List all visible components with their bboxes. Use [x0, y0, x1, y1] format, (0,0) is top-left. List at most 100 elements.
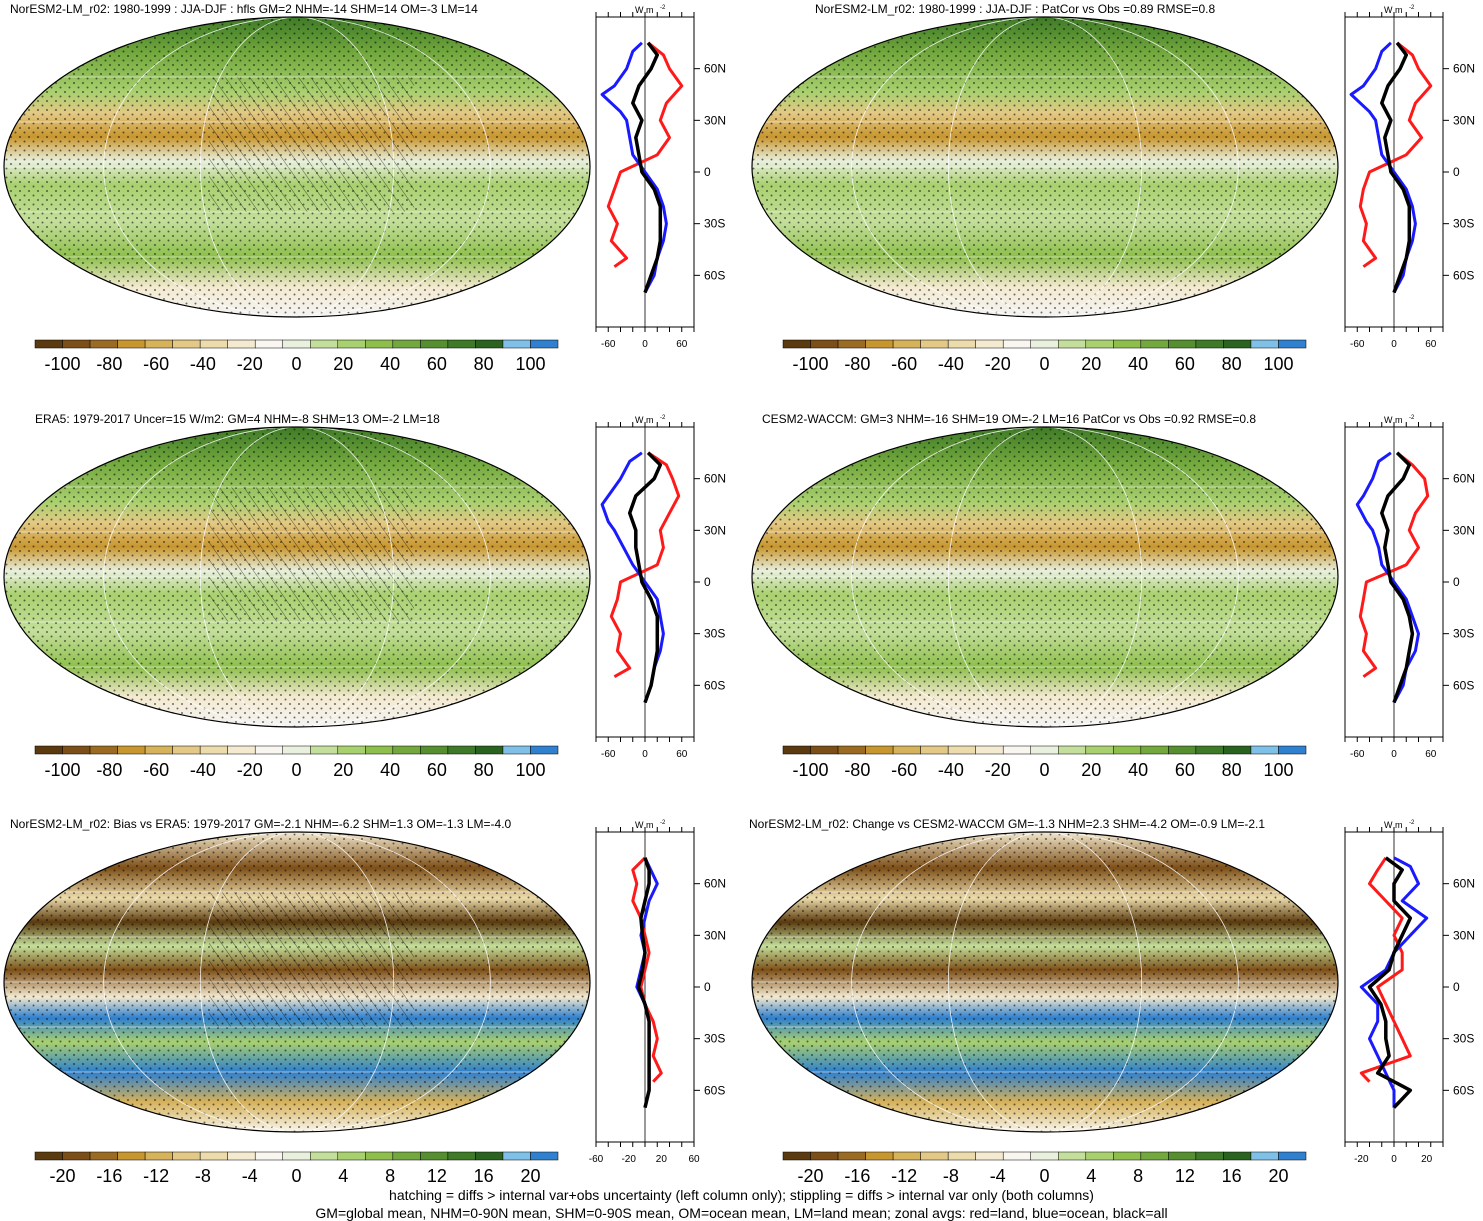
colorbar-tick-label: -20: [50, 1166, 76, 1186]
lat-tick-label: 60S: [704, 268, 725, 282]
unit-exponent: -2: [660, 415, 666, 421]
colorbar-swatch: [1058, 1151, 1087, 1161]
footer-note-means: GM=global mean, NHM=0-90N mean, SHM=0-90…: [315, 1205, 1168, 1221]
colorbar-tick-label: -100: [45, 354, 81, 374]
lat-tick-label: 30S: [704, 1032, 725, 1046]
colorbar-tick-label: 80: [1222, 760, 1242, 780]
footer-note-hatching: hatching = diffs > internal var+obs unce…: [389, 1187, 1094, 1203]
colorbar-swatch: [502, 339, 531, 349]
colorbar-swatch: [475, 1151, 504, 1161]
colorbar-swatch: [172, 1151, 201, 1161]
colorbar-swatch: [975, 1151, 1004, 1161]
colorbar-swatch: [530, 1151, 559, 1161]
zonal-line-land: [1359, 856, 1412, 1083]
colorbar-tick-label: -12: [143, 1166, 169, 1186]
colorbar-swatch: [1058, 745, 1087, 755]
colorbar-tick-label: -12: [891, 1166, 917, 1186]
zonal-mean-plot-5: W m -2 60N 30N 0 30S 60S -60 -20 20 60: [589, 820, 726, 1165]
colorbar-swatch: [420, 745, 449, 755]
colorbar-swatch: [920, 1151, 949, 1161]
colorbar-tick-label: 80: [1222, 354, 1242, 374]
colorbar-tick-label: -80: [844, 760, 870, 780]
colorbar-tick-label: 20: [1268, 1166, 1288, 1186]
colorbar-swatch: [1195, 1151, 1224, 1161]
colorbar-swatch: [337, 339, 366, 349]
unit-exponent: -2: [1409, 820, 1415, 826]
colorbar-swatch: [89, 1151, 118, 1161]
colorbar-swatch: [447, 339, 476, 349]
unit-label: W m: [1384, 5, 1403, 15]
zonal-line-all: [631, 41, 663, 294]
colorbar-swatch: [144, 1151, 173, 1161]
colorbar-tick-label: 0: [291, 354, 301, 374]
colorbar-tick-label: 40: [1128, 354, 1148, 374]
colorbar-swatch: [1058, 339, 1087, 349]
colorbar-swatch: [172, 339, 201, 349]
panel-title-3: ERA5: 1979-2017 Uncer=15 W/m2: GM=4 NHM=…: [35, 412, 440, 426]
colorbar-swatch: [392, 745, 421, 755]
colorbar-swatch: [810, 1151, 839, 1161]
unit-label: W m: [1384, 820, 1403, 830]
colorbar-swatch: [392, 339, 421, 349]
colorbar-swatch: [1168, 745, 1197, 755]
colorbar-swatch: [227, 745, 256, 755]
zonal-line-land: [1358, 451, 1430, 678]
colorbar-tick-label: -16: [96, 1166, 122, 1186]
zonal-line-all: [636, 857, 651, 1109]
colorbar-tick-label: 80: [474, 760, 494, 780]
zonal-line-all: [627, 451, 663, 704]
colorbar-tick-label: -40: [190, 354, 216, 374]
colorbar-swatch: [310, 745, 339, 755]
colorbar-swatch: [254, 1151, 283, 1161]
colorbar-tick-label: 0: [291, 760, 301, 780]
colorbar-swatch: [530, 745, 559, 755]
zonal-line-land: [609, 451, 681, 679]
colorbar-tick-label: -8: [943, 1166, 959, 1186]
colorbar-swatch: [1085, 745, 1114, 755]
colorbar-swatch: [1278, 1151, 1307, 1161]
colorbar-swatch: [420, 339, 449, 349]
colorbar-tick-label: -100: [793, 760, 829, 780]
colorbar-tick-label: 0: [1039, 354, 1049, 374]
colorbar-swatch: [837, 1151, 866, 1161]
colorbar-swatch: [392, 1151, 421, 1161]
x-tick-label: -20: [1354, 1154, 1369, 1165]
colorbar-tick-label: -40: [190, 760, 216, 780]
lat-tick-label: 30S: [704, 217, 725, 231]
colorbar-swatch: [34, 339, 63, 349]
colorbar-tick-label: 0: [291, 1166, 301, 1186]
x-tick-label: 60: [688, 1154, 700, 1165]
lat-tick-label: 30N: [704, 113, 726, 127]
colorbar-swatch: [310, 1151, 339, 1161]
colorbar-tick-label: -100: [793, 354, 829, 374]
colorbar-swatch: [782, 745, 811, 755]
lat-tick-label: 60N: [1453, 472, 1475, 486]
colorbar-tick-label: 4: [338, 1166, 348, 1186]
colorbar-swatch: [1168, 1151, 1197, 1161]
world-map-4: [751, 426, 1339, 728]
lat-tick-label: 0: [1453, 165, 1460, 179]
colorbar-swatch: [502, 745, 531, 755]
world-map-2: [751, 16, 1339, 318]
colorbar-swatch: [1113, 339, 1142, 349]
lat-tick-label: 30N: [704, 523, 726, 537]
colorbar-swatch: [227, 339, 256, 349]
world-map-1: [3, 16, 591, 318]
colorbar-swatch: [117, 339, 146, 349]
zonal-mean-plot-3: W m -2 60N 30N 0 30S 60S -60 0 60: [595, 415, 726, 760]
x-tick-label: 60: [1425, 339, 1437, 350]
colorbar-swatch: [1085, 339, 1114, 349]
x-tick-label: 60: [1425, 749, 1437, 760]
zonal-line-ocean: [600, 451, 665, 704]
colorbar-swatch: [1223, 1151, 1252, 1161]
colorbar-swatch: [1250, 339, 1279, 349]
world-map-3: [3, 426, 591, 728]
lat-tick-label: 0: [704, 165, 711, 179]
colorbar-tick-label: -20: [985, 354, 1011, 374]
colorbar-swatch: [920, 339, 949, 349]
colorbar-swatch: [837, 745, 866, 755]
colorbar-tick-label: -60: [891, 354, 917, 374]
lat-tick-label: 60N: [1453, 877, 1475, 891]
colorbar-tick-label: 20: [333, 354, 353, 374]
